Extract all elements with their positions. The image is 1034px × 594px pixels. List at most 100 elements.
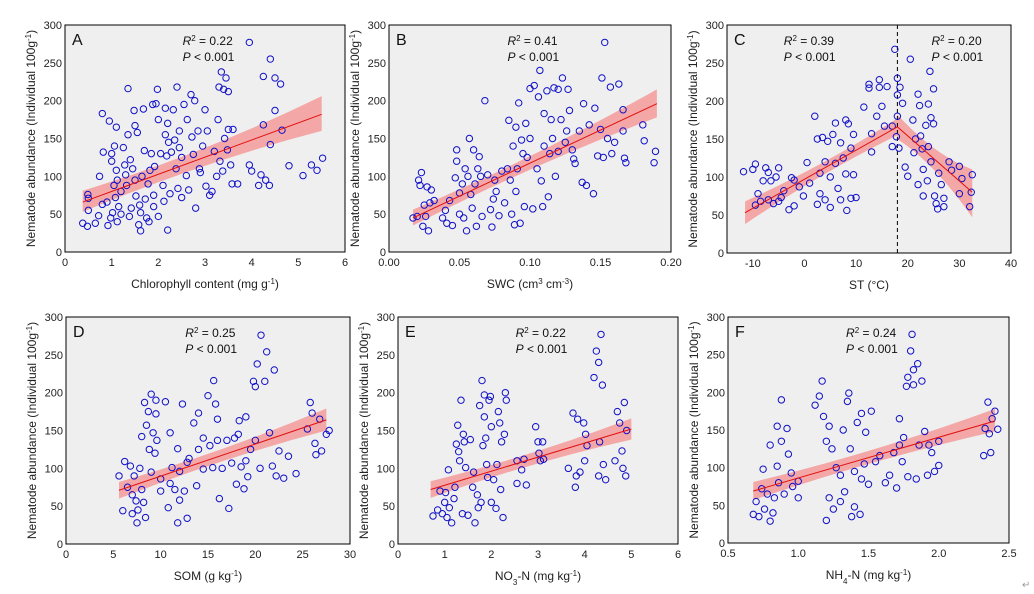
data-point bbox=[138, 432, 146, 441]
data-point bbox=[253, 360, 261, 368]
data-point bbox=[530, 81, 538, 90]
data-point bbox=[813, 200, 822, 209]
data-point bbox=[140, 146, 149, 155]
data-point bbox=[898, 99, 907, 107]
data-point bbox=[613, 407, 622, 416]
data-point bbox=[790, 202, 798, 210]
x-tick-label: 0.00 bbox=[378, 257, 399, 269]
data-point bbox=[275, 447, 283, 455]
x-tick-label: 6 bbox=[342, 257, 348, 269]
data-point bbox=[219, 85, 228, 94]
data-point bbox=[821, 196, 829, 204]
confidence-band bbox=[119, 408, 327, 499]
data-point bbox=[191, 204, 200, 212]
regression-line bbox=[412, 103, 658, 219]
data-point bbox=[421, 212, 430, 221]
x-tick-label: 1.5 bbox=[861, 548, 876, 560]
data-point bbox=[208, 187, 216, 196]
x-tick-label: 4 bbox=[249, 257, 255, 269]
data-point bbox=[491, 176, 499, 184]
data-point bbox=[980, 451, 988, 460]
data-point bbox=[955, 190, 964, 198]
data-point bbox=[251, 382, 260, 391]
data-point bbox=[599, 460, 608, 469]
data-point bbox=[441, 206, 450, 215]
data-point bbox=[223, 436, 231, 445]
data-point bbox=[533, 165, 541, 173]
data-point bbox=[585, 121, 593, 129]
data-point bbox=[828, 445, 836, 453]
data-point bbox=[546, 149, 554, 158]
data-point bbox=[818, 133, 827, 142]
y-tick-label: 200 bbox=[368, 96, 386, 108]
data-point bbox=[144, 180, 152, 188]
data-point bbox=[935, 169, 943, 177]
data-point bbox=[506, 176, 514, 184]
data-point bbox=[788, 482, 797, 491]
data-point bbox=[416, 181, 424, 190]
confidence-band bbox=[745, 118, 898, 225]
data-point bbox=[142, 421, 151, 429]
y-tick-label: 50 bbox=[713, 500, 725, 512]
data-point bbox=[481, 96, 489, 105]
data-point bbox=[849, 130, 858, 139]
x-axis-label: Chlorophyll content (mg g-1) bbox=[131, 277, 279, 292]
data-point bbox=[539, 455, 548, 463]
data-point bbox=[284, 452, 293, 460]
x-tick-label: 5 bbox=[295, 257, 301, 269]
data-point bbox=[538, 202, 547, 211]
data-point bbox=[582, 181, 591, 190]
data-point bbox=[594, 358, 603, 367]
confidence-band bbox=[753, 408, 995, 501]
data-point bbox=[526, 134, 534, 143]
data-point bbox=[303, 425, 312, 433]
data-point bbox=[199, 434, 207, 442]
data-point bbox=[139, 105, 148, 113]
data-point bbox=[448, 221, 457, 230]
x-tick-label: 20 bbox=[249, 549, 261, 561]
panel-d: 0 50 100 150 200 250 300 0 5 10 15 20 25 30 SOM (g kg-… bbox=[25, 312, 357, 583]
y-tick-label: 250 bbox=[44, 58, 62, 70]
data-point bbox=[133, 128, 142, 137]
data-point bbox=[965, 202, 974, 211]
data-point bbox=[544, 193, 553, 201]
data-point bbox=[198, 142, 207, 150]
data-point bbox=[564, 464, 573, 473]
data-point bbox=[180, 100, 188, 109]
data-point bbox=[534, 93, 543, 101]
x-tick-label: 5 bbox=[628, 549, 634, 561]
data-point bbox=[104, 221, 112, 230]
data-point bbox=[154, 115, 163, 124]
data-point bbox=[476, 172, 485, 181]
data-point bbox=[175, 127, 184, 135]
data-point bbox=[163, 226, 172, 234]
data-point bbox=[276, 80, 285, 88]
x-axis-label: NH4-N (mg kg-1) bbox=[826, 568, 912, 586]
data-point bbox=[522, 119, 530, 128]
data-point bbox=[803, 158, 811, 167]
data-point bbox=[822, 516, 831, 525]
data-point bbox=[112, 123, 121, 131]
data-point bbox=[187, 90, 195, 99]
data-point bbox=[489, 195, 498, 203]
panel-letter: C bbox=[734, 32, 746, 49]
y-tick-label: 100 bbox=[706, 172, 724, 184]
data-point bbox=[590, 373, 598, 382]
y-tick-label: 300 bbox=[706, 20, 724, 32]
data-point bbox=[940, 202, 948, 211]
x-tick-label: 1.0 bbox=[791, 548, 806, 560]
data-point bbox=[242, 457, 250, 465]
y-tick-label: 100 bbox=[377, 463, 395, 475]
data-point bbox=[183, 514, 191, 522]
y-tick-label: 250 bbox=[45, 350, 63, 362]
data-point bbox=[256, 464, 264, 473]
data-point bbox=[94, 211, 103, 220]
data-point bbox=[464, 511, 472, 519]
data-point bbox=[924, 142, 933, 151]
data-point bbox=[739, 167, 748, 176]
data-point bbox=[136, 227, 145, 235]
data-point bbox=[259, 121, 268, 129]
data-point bbox=[895, 415, 904, 423]
data-point bbox=[195, 165, 204, 173]
data-point bbox=[486, 392, 495, 401]
